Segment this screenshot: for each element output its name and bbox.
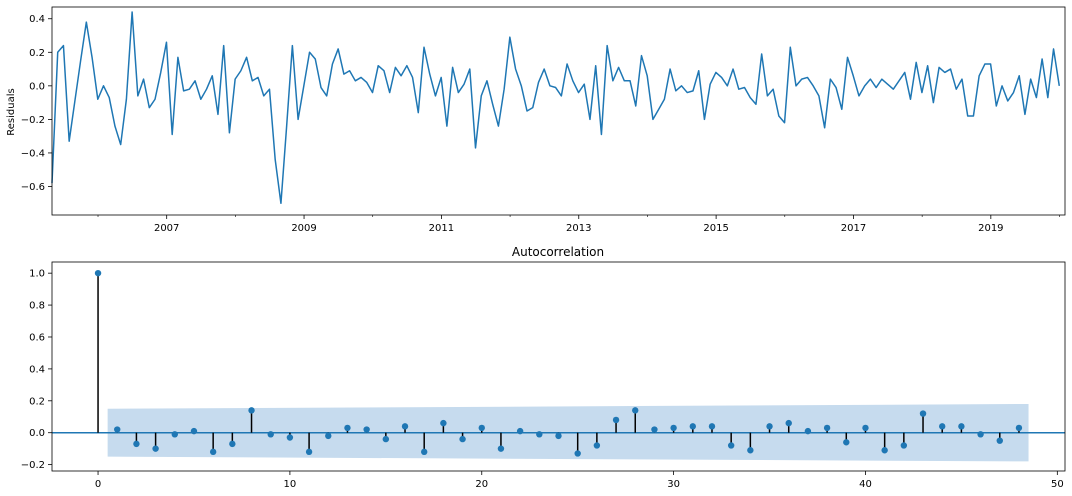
residuals-x-tick-label: 2015 bbox=[703, 223, 728, 234]
acf-point bbox=[286, 434, 294, 441]
acf-point bbox=[766, 423, 773, 430]
acf-y-tick-label: 0.0 bbox=[29, 428, 45, 439]
acf-point bbox=[94, 269, 102, 277]
residuals-plot: −0.6 −0.4 −0.2 0.0 0.2 0.4 2007 2009 2011 2013 201… bbox=[6, 6, 1066, 234]
acf-point bbox=[440, 419, 447, 427]
residuals-series-line bbox=[51, 11, 1061, 205]
acf-point bbox=[996, 437, 1003, 444]
acf-point bbox=[171, 431, 178, 438]
acf-point bbox=[555, 432, 562, 440]
acf-point bbox=[977, 431, 984, 438]
residuals-y-tick-label: −0.2 bbox=[21, 115, 45, 126]
acf-point bbox=[363, 426, 370, 433]
acf-point bbox=[843, 439, 850, 446]
acf-x-tick-label: 30 bbox=[667, 479, 680, 490]
acf-point bbox=[325, 432, 332, 440]
acf-y-tick-label: 1.0 bbox=[29, 269, 45, 280]
acf-point bbox=[689, 423, 696, 430]
autocorrelation-plot: −0.2 0.0 0.2 0.4 0.6 0.8 1.0 0 10 20 30 40 50 Autoco… bbox=[21, 245, 1066, 490]
acf-point bbox=[248, 407, 255, 414]
acf-point bbox=[862, 424, 869, 432]
acf-y-tick-label: 0.4 bbox=[29, 364, 45, 375]
acf-point bbox=[190, 427, 198, 435]
acf-point bbox=[823, 424, 831, 432]
acf-y-tick-label: −0.2 bbox=[21, 460, 45, 471]
acf-axes-frame bbox=[51, 261, 1066, 472]
acf-point bbox=[401, 423, 409, 430]
residuals-x-tick-label: 2011 bbox=[429, 223, 454, 234]
acf-y-tick-label: 0.8 bbox=[29, 301, 45, 312]
acf-point bbox=[900, 442, 908, 449]
acf-point bbox=[459, 435, 466, 443]
acf-point bbox=[478, 424, 485, 432]
acf-point bbox=[804, 427, 812, 435]
residuals-y-axis-label: Residuals bbox=[6, 88, 17, 135]
residuals-x-tick-label: 2017 bbox=[841, 223, 866, 234]
acf-point bbox=[747, 447, 754, 454]
acf-point bbox=[574, 450, 581, 457]
residuals-x-tick-label: 2007 bbox=[154, 223, 179, 234]
acf-point bbox=[133, 440, 140, 448]
acf-point bbox=[958, 423, 965, 430]
acf-point bbox=[267, 431, 274, 438]
acf-point bbox=[152, 445, 159, 452]
acf-point bbox=[939, 423, 946, 430]
residuals-y-tick-label: −0.6 bbox=[21, 182, 45, 193]
residuals-x-tick-label: 2013 bbox=[566, 223, 591, 234]
acf-point bbox=[612, 416, 620, 424]
acf-x-tick-label: 0 bbox=[95, 479, 101, 490]
acf-point bbox=[344, 424, 351, 432]
acf-x-tick-label: 50 bbox=[1051, 479, 1064, 490]
acf-x-tick-label: 40 bbox=[859, 479, 872, 490]
residuals-x-tick-label: 2009 bbox=[291, 223, 316, 234]
acf-x-tick-label: 20 bbox=[475, 479, 488, 490]
acf-point bbox=[593, 442, 601, 449]
acf-point bbox=[708, 423, 716, 430]
residuals-y-tick-label: 0.0 bbox=[29, 81, 45, 92]
acf-point bbox=[305, 448, 313, 456]
residuals-x-tick-label: 2019 bbox=[978, 223, 1003, 234]
residuals-y-tick-label: −0.4 bbox=[21, 148, 45, 159]
acf-point bbox=[382, 435, 390, 443]
acf-point bbox=[114, 426, 121, 433]
acf-point bbox=[536, 431, 543, 438]
acf-point bbox=[632, 407, 639, 414]
acf-point bbox=[421, 448, 428, 456]
acf-x-tick-label: 10 bbox=[284, 479, 297, 490]
acf-point bbox=[209, 448, 217, 456]
acf-point bbox=[881, 447, 888, 454]
acf-y-tick-label: 0.2 bbox=[29, 396, 45, 407]
acf-point bbox=[727, 442, 735, 449]
acf-point bbox=[497, 445, 505, 452]
acf-y-tick-label: 0.6 bbox=[29, 332, 45, 343]
acf-point bbox=[1015, 424, 1023, 432]
acf-point bbox=[785, 419, 792, 427]
acf-point bbox=[516, 427, 524, 435]
residuals-y-tick-label: 0.2 bbox=[29, 48, 45, 59]
acf-point bbox=[651, 426, 658, 433]
acf-plot-title: Autocorrelation bbox=[512, 245, 604, 259]
residuals-axes-frame bbox=[51, 6, 1066, 216]
residuals-y-tick-label: 0.4 bbox=[29, 14, 45, 25]
acf-point bbox=[670, 424, 677, 432]
acf-point bbox=[919, 410, 927, 417]
acf-point bbox=[229, 440, 236, 448]
